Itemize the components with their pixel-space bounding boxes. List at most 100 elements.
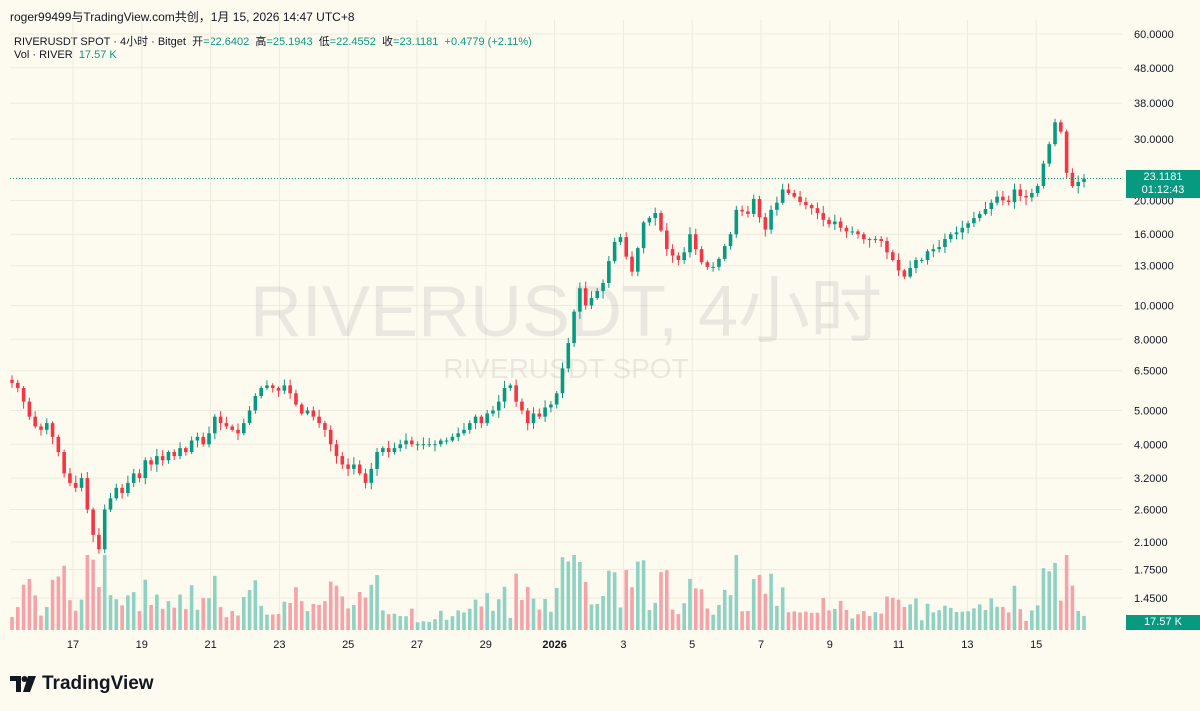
candle-body [624, 237, 629, 257]
volume-bar [879, 613, 883, 630]
volume-bar [612, 572, 617, 630]
time-tick-label: 5 [689, 639, 695, 651]
volume-bar [21, 584, 26, 630]
volume-bar [10, 617, 14, 630]
candle-body [902, 270, 907, 277]
volume-bar [682, 603, 686, 630]
volume-bar [873, 612, 878, 630]
volume-bar [311, 604, 316, 630]
volume-bar [108, 595, 113, 630]
candle-body [10, 379, 14, 383]
candle-body [1059, 122, 1063, 132]
candle-body [531, 413, 536, 424]
candle-body [688, 234, 692, 253]
price-tick-label: 2.1000 [1134, 537, 1168, 549]
candle-body [554, 393, 559, 405]
candle-body [1035, 185, 1040, 194]
candle-body [763, 217, 768, 230]
candle-body [189, 440, 194, 453]
volume-bar [769, 573, 773, 630]
candles [10, 118, 1086, 554]
volume-bar [404, 616, 408, 630]
volume-bar [346, 608, 350, 630]
volume-bar [664, 570, 669, 630]
candle-body [537, 413, 542, 417]
candle-body [456, 433, 460, 437]
candle-body [363, 473, 368, 483]
candle-body [879, 239, 883, 242]
time-tick-label: 17 [67, 639, 79, 651]
candle-body [288, 385, 292, 394]
candle-body [56, 436, 61, 453]
candle-body [62, 452, 66, 474]
volume-bar [427, 621, 432, 630]
candle-body [937, 247, 941, 250]
volume-bar [85, 555, 90, 630]
candle-body [636, 248, 640, 272]
volume-bar [572, 555, 576, 630]
volume-bar [160, 608, 165, 630]
candle-body [439, 440, 443, 445]
candle-body [479, 416, 484, 424]
candle-body [184, 448, 188, 453]
volume-bar [948, 607, 953, 630]
volume-bar [896, 599, 901, 630]
candle-body [276, 387, 281, 391]
candle-body [294, 393, 298, 405]
price-tick-label: 1.7500 [1134, 565, 1168, 577]
candle-body [485, 413, 489, 424]
symbol-label[interactable]: RIVERUSDT SPOT · 4小时 · Bitget [14, 36, 186, 48]
price-axis[interactable]: 60.000048.000038.000030.000020.000016.00… [1134, 29, 1174, 605]
open-label: 开 [192, 36, 204, 48]
candle-body [1012, 189, 1017, 202]
volume-bar [467, 608, 472, 630]
volume-bar [688, 578, 692, 630]
candle-body [653, 213, 657, 219]
time-axis[interactable]: 17 19 21 23 25 27 29 2026 3 5 7 9 11 13 15 [67, 639, 1042, 651]
price-tick-label: 6.5000 [1134, 366, 1168, 378]
candle-body [334, 444, 339, 457]
volume-bar [33, 595, 37, 630]
volume-bar [230, 611, 234, 630]
candle-body [305, 410, 310, 414]
volume-bar [531, 598, 536, 630]
volume-bar [114, 599, 119, 630]
volume-bar [1001, 606, 1005, 630]
volume-bar [334, 585, 339, 630]
candle-body [427, 444, 432, 446]
candle-body [995, 196, 999, 203]
candle-body [572, 311, 576, 344]
time-tick-label: 9 [827, 639, 833, 651]
price-tick-label: 48.0000 [1134, 63, 1174, 75]
candle-body [746, 211, 750, 214]
volume-bar [496, 599, 501, 630]
candle-body [265, 385, 269, 388]
tradingview-logo[interactable]: TradingView [10, 673, 154, 695]
candle-body [595, 291, 600, 299]
volume-bar [525, 586, 530, 630]
logo-text: TradingView [42, 673, 154, 694]
candle-body [908, 268, 912, 277]
high-label: 高 [255, 36, 267, 48]
candle-body [722, 246, 727, 259]
volume-bar [630, 587, 634, 630]
candle-body [757, 198, 762, 218]
volume-bar [798, 612, 802, 630]
volume-label[interactable]: Vol · RIVER [14, 49, 73, 61]
volume-bar [618, 607, 623, 630]
volume-bar [566, 561, 571, 630]
volume-bar [143, 579, 148, 630]
low-value: =22.4552 [329, 36, 376, 48]
candle-body [566, 343, 571, 369]
candle-body [259, 387, 263, 397]
volume-bar [381, 610, 385, 630]
candle-body [728, 234, 733, 247]
candle-body [79, 478, 84, 488]
volume-bar [386, 614, 391, 630]
bar-countdown: 01:12:43 [1141, 184, 1185, 197]
candle-body [543, 407, 547, 417]
candle-body [699, 249, 704, 263]
volume-bar [444, 619, 449, 630]
candle-body [253, 396, 258, 411]
